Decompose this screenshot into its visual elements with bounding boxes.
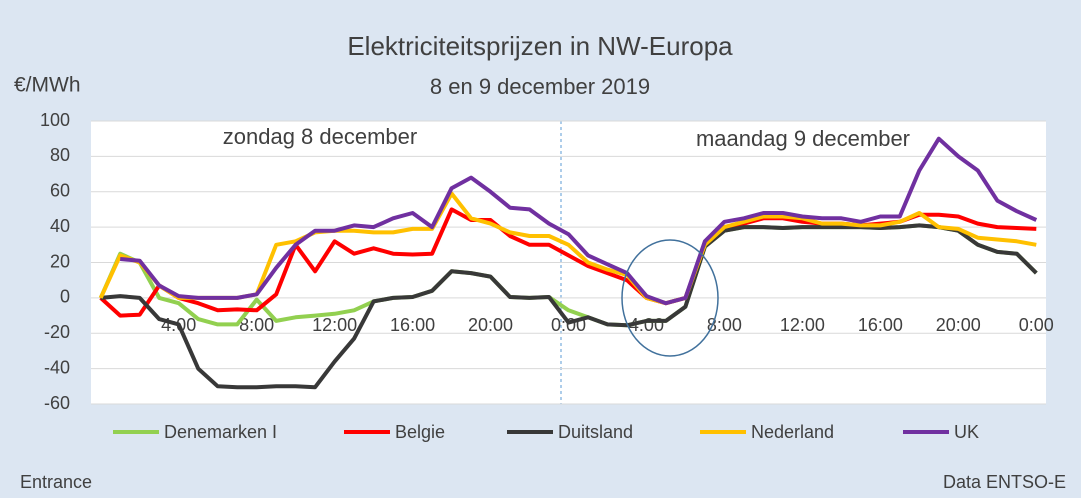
footer-left: Entrance bbox=[20, 472, 92, 492]
x-tick-label: 16:00 bbox=[390, 315, 435, 335]
legend-label: Denemarken I bbox=[164, 422, 277, 442]
y-tick-label: 80 bbox=[50, 145, 70, 165]
legend-label: Nederland bbox=[751, 422, 834, 442]
legend-item: Belgie bbox=[344, 422, 445, 442]
annotation: maandag 9 december bbox=[696, 126, 910, 151]
legend-label: UK bbox=[954, 422, 979, 442]
y-tick-label: 60 bbox=[50, 181, 70, 201]
y-tick-label: 0 bbox=[60, 287, 70, 307]
legend-item: Duitsland bbox=[507, 422, 633, 442]
y-tick-label: -40 bbox=[44, 357, 70, 377]
x-tick-label: 8:00 bbox=[707, 315, 742, 335]
annotation: zondag 8 december bbox=[223, 124, 417, 149]
x-tick-label: 20:00 bbox=[468, 315, 513, 335]
x-tick-label: 20:00 bbox=[936, 315, 981, 335]
highlight-circle bbox=[621, 239, 719, 357]
footer-right: Data ENTSO-E bbox=[943, 472, 1066, 492]
y-tick-label: 20 bbox=[50, 251, 70, 271]
legend-item: UK bbox=[903, 422, 979, 442]
chart-subtitle: 8 en 9 december 2019 bbox=[430, 74, 650, 99]
legend-item: Nederland bbox=[700, 422, 834, 442]
y-tick-label: -60 bbox=[44, 393, 70, 413]
y-tick-label: -20 bbox=[44, 322, 70, 342]
legend-label: Duitsland bbox=[558, 422, 633, 442]
x-tick-label: 12:00 bbox=[312, 315, 357, 335]
y-axis-label: €/MWh bbox=[14, 74, 81, 97]
series-line bbox=[100, 223, 1038, 390]
legend-item: Denemarken I bbox=[113, 422, 277, 442]
x-tick-label: 12:00 bbox=[780, 315, 825, 335]
chart-title: Elektriciteitsprijzen in NW-Europa bbox=[347, 31, 733, 61]
y-tick-label: 40 bbox=[50, 216, 70, 236]
y-tick-label: 100 bbox=[40, 110, 70, 130]
legend-label: Belgie bbox=[395, 422, 445, 442]
x-tick-label: 8:00 bbox=[239, 315, 274, 335]
x-tick-label: 16:00 bbox=[858, 315, 903, 335]
x-tick-label: 0:00 bbox=[1019, 315, 1054, 335]
series-line bbox=[120, 136, 1038, 306]
